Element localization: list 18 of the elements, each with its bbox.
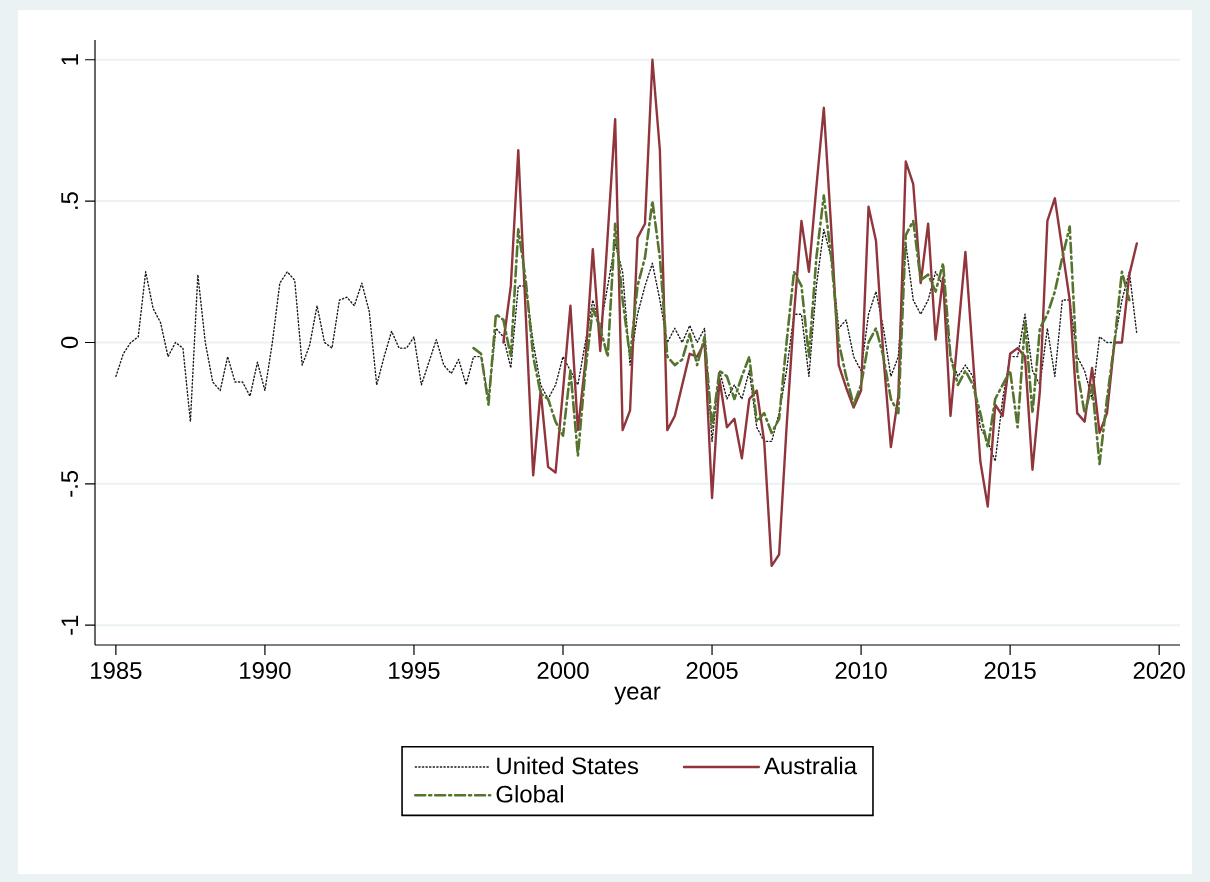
x-tick-label: 1990 (240, 661, 291, 679)
x-tick-label: 1995 (389, 661, 440, 679)
y-tick-label: 0 (61, 336, 78, 349)
x-tick-label: 2005 (686, 661, 738, 679)
legend-label: Global (496, 785, 563, 803)
x-tick-label: 2000 (537, 661, 589, 679)
y-tick-label: 1 (61, 54, 79, 65)
x-tick-label: 2015 (984, 661, 1036, 679)
legend-label: Australia (764, 756, 858, 775)
x-axis-title: year (614, 686, 661, 705)
y-tick-label: -.5 (61, 470, 78, 497)
line-series (472, 194, 1131, 466)
x-tick-label: 2010 (835, 661, 887, 679)
legend-label: United States (497, 756, 639, 775)
x-tick-label: 1985 (91, 661, 142, 679)
y-tick-label: -1 (61, 615, 79, 635)
x-tick-label: 2020 (1133, 661, 1185, 679)
y-tick-label: .5 (61, 192, 78, 209)
